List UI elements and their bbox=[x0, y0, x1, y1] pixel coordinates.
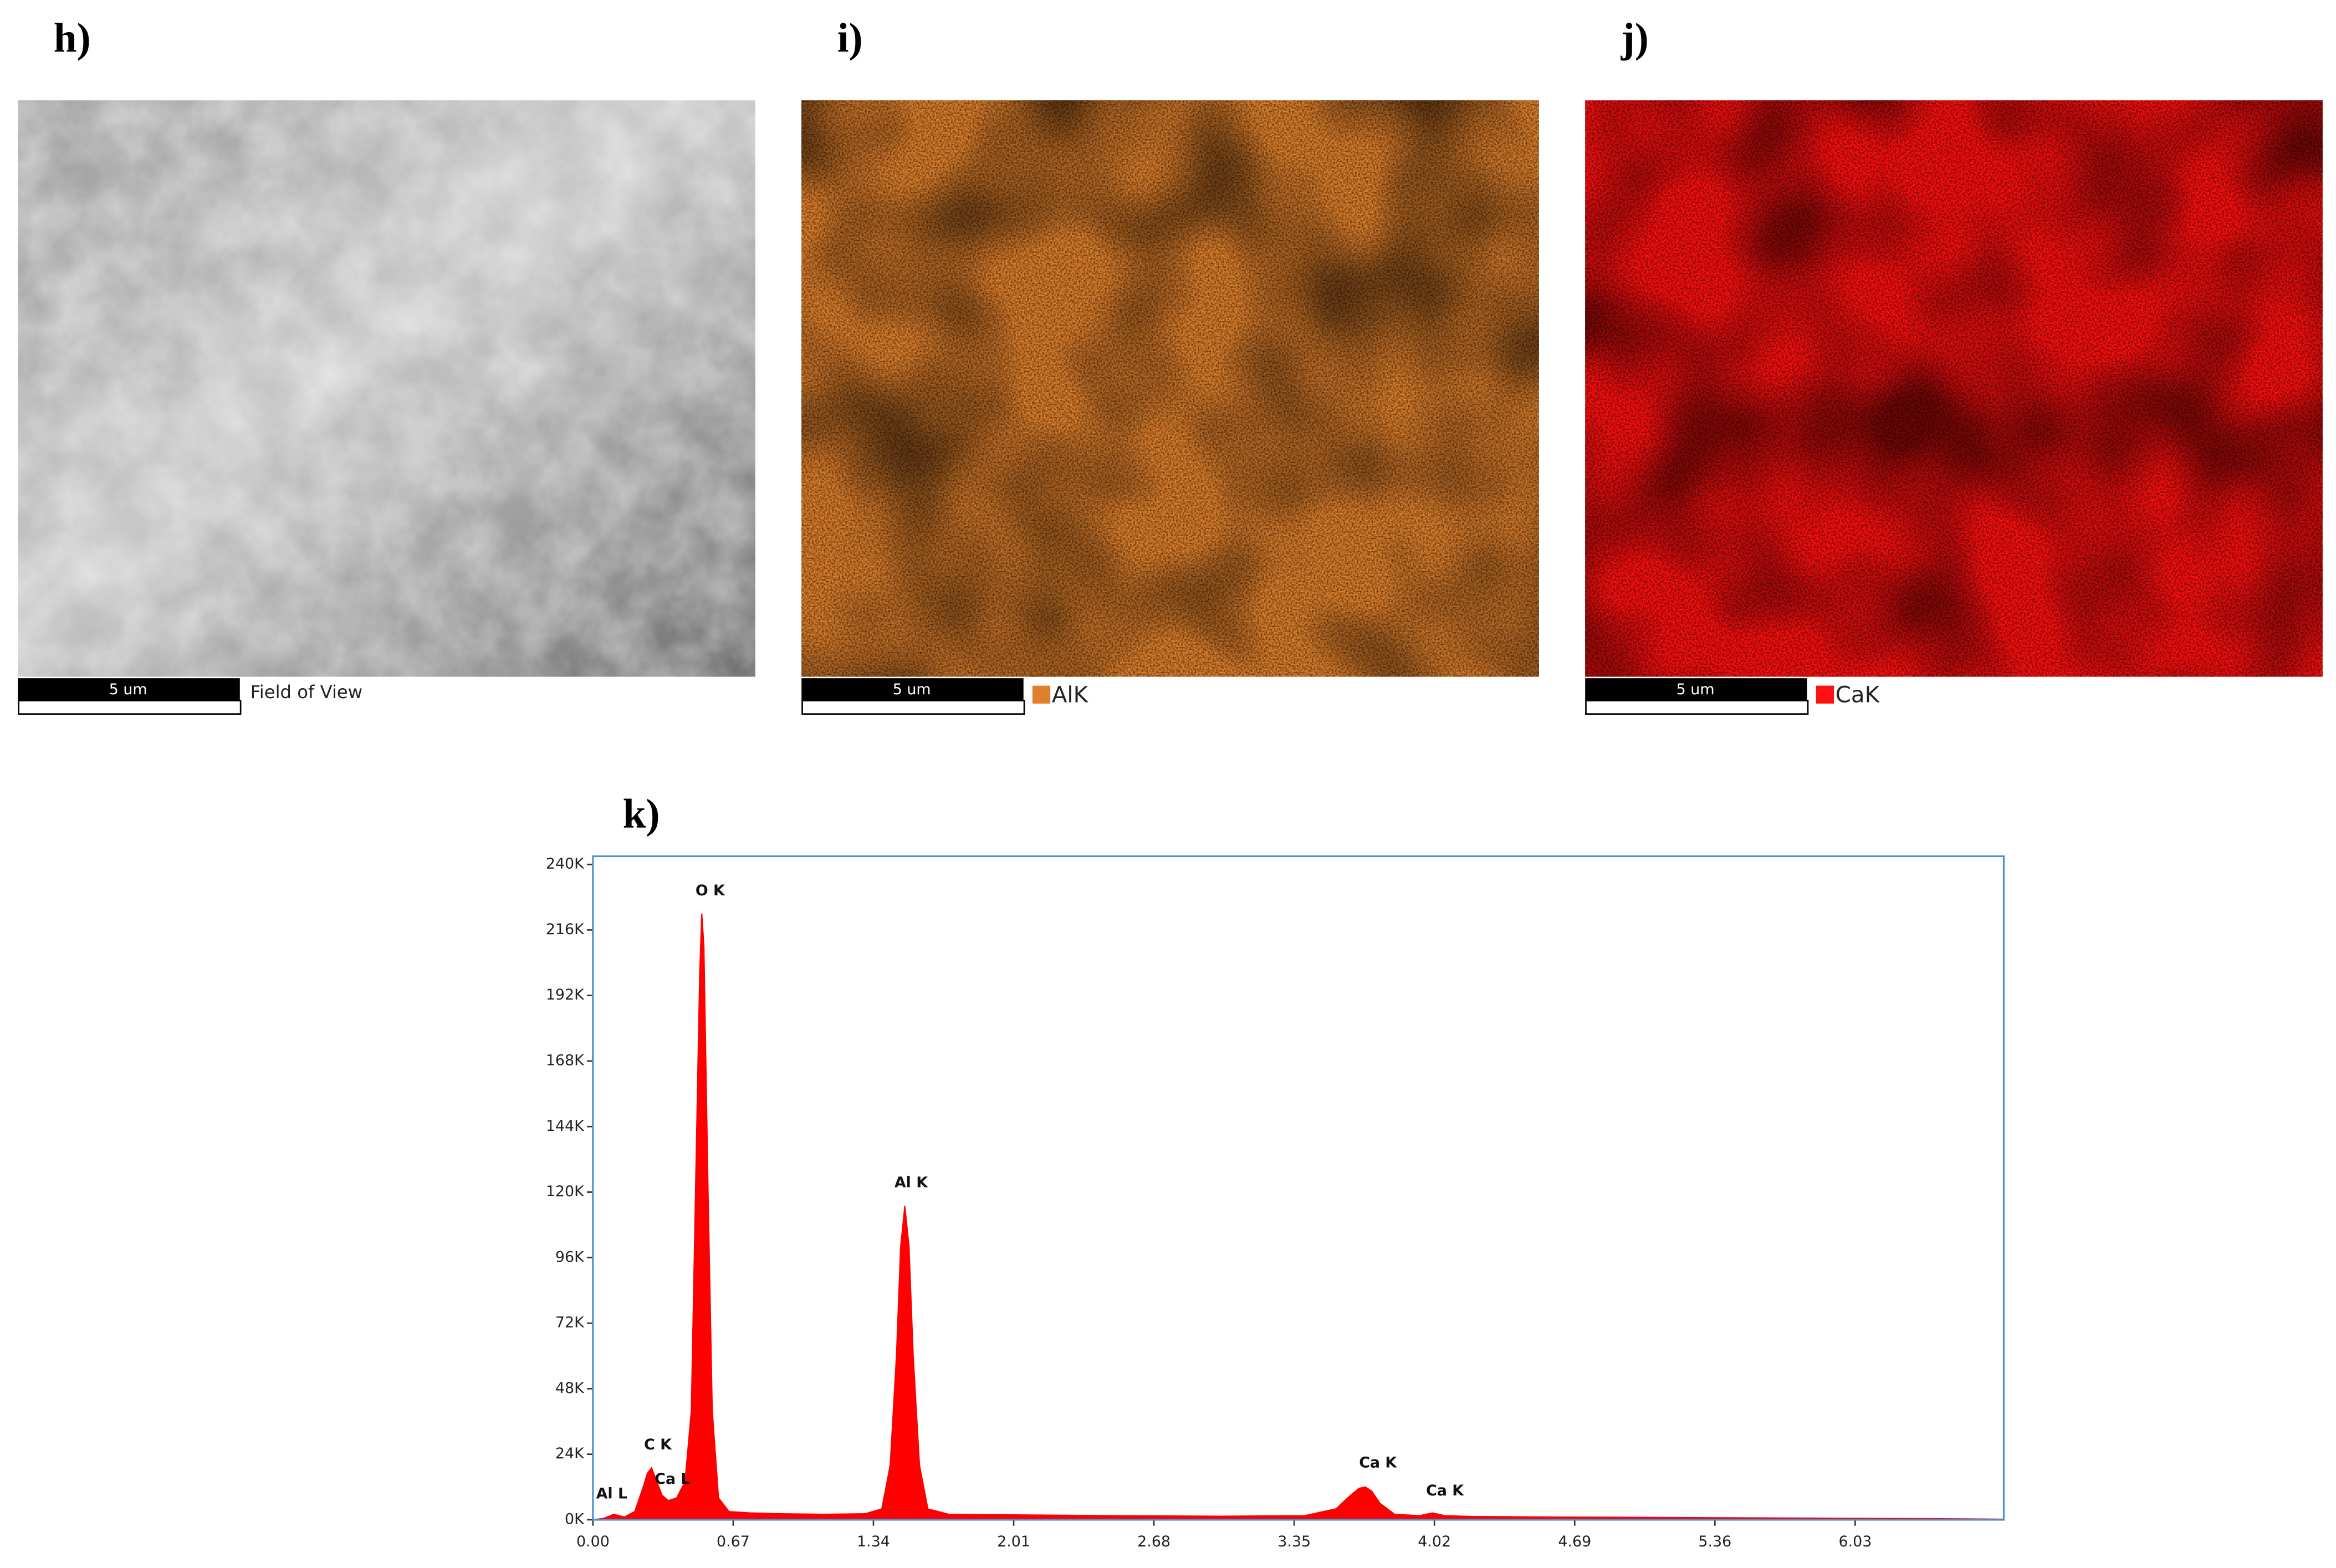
legend-swatch bbox=[1816, 685, 1834, 704]
y-tick-label: 24K bbox=[555, 1445, 585, 1462]
y-tick-label: 0K bbox=[565, 1510, 585, 1528]
x-tick-label: 2.01 bbox=[997, 1533, 1030, 1550]
spectrum-area bbox=[592, 913, 2005, 1521]
map-noise bbox=[801, 100, 1539, 677]
legend-swatch bbox=[1032, 685, 1051, 704]
chart-title: k) bbox=[623, 791, 660, 837]
x-tick-label: 5.36 bbox=[1698, 1533, 1731, 1550]
scale-box bbox=[801, 700, 1025, 715]
peak-label: C K bbox=[644, 1436, 672, 1453]
x-tick-label: 0.00 bbox=[576, 1533, 610, 1550]
scale-bar bbox=[1585, 678, 1807, 701]
scale-box bbox=[1585, 700, 1809, 715]
scale-bar-label: 5 um bbox=[1676, 681, 1715, 698]
y-tick-label: 216K bbox=[546, 921, 585, 938]
legend-label: Field of View bbox=[251, 681, 363, 703]
y-tick-label: 144K bbox=[546, 1118, 585, 1135]
x-tick-label: 4.69 bbox=[1558, 1533, 1591, 1550]
scale-bar bbox=[18, 678, 240, 701]
sem-texture bbox=[18, 100, 755, 677]
x-tick-label: 1.34 bbox=[857, 1533, 890, 1550]
scale-bar bbox=[801, 678, 1024, 701]
scale-bar-label: 5 um bbox=[109, 681, 147, 698]
scale-box bbox=[18, 700, 242, 715]
y-tick-label: 192K bbox=[546, 986, 585, 1003]
map-noise bbox=[1585, 100, 2323, 677]
peak-label: Al K bbox=[894, 1174, 928, 1191]
x-tick-label: 3.35 bbox=[1277, 1533, 1311, 1550]
peak-label: Ca K bbox=[1359, 1454, 1397, 1471]
legend-label: CaK bbox=[1836, 681, 1880, 708]
panel-label: h) bbox=[54, 16, 91, 62]
y-tick-label: 168K bbox=[546, 1052, 585, 1069]
y-tick-label: 96K bbox=[555, 1248, 585, 1265]
peak-label: Al L bbox=[596, 1485, 628, 1503]
x-tick-label: 4.02 bbox=[1418, 1533, 1451, 1550]
x-tick-label: 6.03 bbox=[1838, 1533, 1872, 1550]
x-tick-label: 2.68 bbox=[1137, 1533, 1170, 1550]
peak-label: Ca K bbox=[1426, 1482, 1464, 1499]
legend-label: AlK bbox=[1052, 681, 1089, 708]
x-tick-label: 0.67 bbox=[717, 1533, 750, 1550]
peak-label: O K bbox=[696, 882, 725, 899]
plot-frame bbox=[592, 855, 2005, 1521]
panel-label: i) bbox=[837, 16, 863, 62]
scale-bar-label: 5 um bbox=[893, 681, 931, 698]
peak-label: Ca L bbox=[655, 1470, 690, 1488]
y-tick-label: 240K bbox=[546, 855, 585, 873]
panel-label: j) bbox=[1621, 16, 1649, 62]
y-tick-label: 72K bbox=[555, 1314, 585, 1331]
y-tick-label: 48K bbox=[555, 1380, 585, 1397]
y-tick-label: 120K bbox=[546, 1183, 585, 1200]
